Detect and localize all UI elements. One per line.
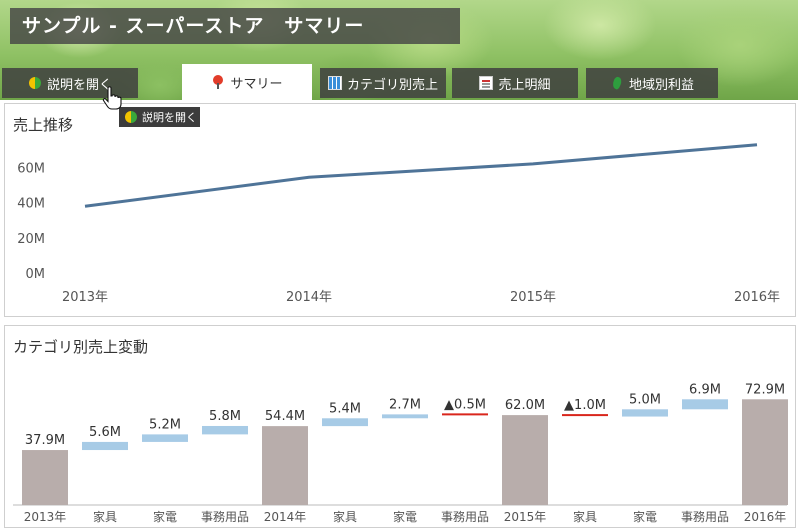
increase-bar <box>322 418 368 427</box>
total-bar <box>262 426 308 505</box>
dashboard-title: サンプル - スーパーストア サマリー <box>10 8 460 44</box>
tab-regional-profit[interactable]: 地域別利益 <box>586 68 718 98</box>
data-label: 2.7M <box>389 397 421 412</box>
y-tick-label: 20M <box>17 232 45 247</box>
hand-pointer-icon <box>102 86 122 110</box>
tab-sales-detail[interactable]: 売上明細 <box>452 68 578 98</box>
data-label: 5.2M <box>149 417 181 432</box>
increase-bar <box>682 399 728 410</box>
tab-category-sales-label: カテゴリ別売上 <box>346 77 438 93</box>
tab-category-sales[interactable]: カテゴリ別売上 <box>320 68 446 98</box>
total-bar <box>22 450 68 505</box>
y-tick-label: 60M <box>17 161 45 176</box>
category-change-title: カテゴリ別売上変動 <box>13 338 149 356</box>
sales-trend-chart: 0M 20M 40M 60M 2013年 2014年 2015年 2016年 <box>17 143 780 305</box>
data-label: 62.0M <box>505 398 545 413</box>
sales-trend-title: 売上推移 <box>13 116 74 134</box>
increase-bar <box>142 434 188 442</box>
data-label: ▲0.5M <box>444 397 486 412</box>
total-bar <box>502 415 548 505</box>
category-label: 2013年 <box>24 510 67 524</box>
category-label: 2015年 <box>504 510 547 524</box>
sales-trend-line <box>84 143 758 208</box>
category-label: 事務用品 <box>441 510 489 524</box>
category-label: 家具 <box>333 509 357 524</box>
category-label: 家具 <box>93 509 117 524</box>
category-label: 家具 <box>573 509 597 524</box>
tab-summary-label: サマリー <box>230 76 283 92</box>
map-pin-icon <box>211 75 225 89</box>
data-label: 54.4M <box>265 409 305 424</box>
open-help-label: 説明を開く <box>46 77 112 93</box>
x-tick-label: 2013年 <box>62 290 108 305</box>
x-tick-label: 2015年 <box>510 290 556 305</box>
category-label: 事務用品 <box>681 510 729 524</box>
data-label: 5.0M <box>629 392 661 407</box>
grid-icon <box>327 76 342 90</box>
data-label: 5.6M <box>89 425 121 440</box>
beginner-leaf-icon <box>124 110 138 124</box>
data-label: 37.9M <box>25 433 65 448</box>
document-icon <box>479 76 494 90</box>
increase-bar <box>622 409 668 417</box>
increase-bar <box>202 425 248 435</box>
increase-bar <box>82 441 128 451</box>
data-label: 6.9M <box>689 382 721 397</box>
category-label: 家電 <box>153 509 177 524</box>
tab-summary[interactable]: サマリー <box>182 64 312 100</box>
help-tooltip: 説明を開く <box>119 107 200 127</box>
tooltip-text: 説明を開く <box>142 111 197 124</box>
data-label: ▲1.0M <box>564 398 606 413</box>
category-label: 事務用品 <box>201 510 249 524</box>
category-label: 家電 <box>393 509 417 524</box>
sales-trend-panel: 売上推移 0M 20M 40M 60M 2013年 2014年 2015年 2016年 <box>4 103 796 317</box>
tab-regional-profit-label: 地域別利益 <box>628 77 694 93</box>
data-label: 72.9M <box>745 382 785 397</box>
decrease-bar <box>562 414 608 417</box>
data-label: 5.4M <box>329 401 361 416</box>
increase-bar <box>382 414 428 419</box>
decrease-bar <box>442 413 488 416</box>
category-label: 2016年 <box>744 510 787 524</box>
category-label: 家電 <box>633 509 657 524</box>
category-label: 2014年 <box>264 510 307 524</box>
beginner-leaf-icon <box>28 76 42 90</box>
category-change-chart: 37.9M 2013年 5.6M 家具 5.2M 家電 5.8M 事務用品 54.4M 2014年… <box>13 382 788 524</box>
x-tick-label: 2016年 <box>734 290 780 305</box>
open-help-button[interactable]: 説明を開く <box>2 68 138 98</box>
total-bar <box>742 399 788 505</box>
data-label: 5.8M <box>209 409 241 424</box>
japan-map-icon <box>610 76 624 90</box>
y-tick-label: 40M <box>17 197 45 212</box>
x-tick-label: 2014年 <box>286 290 332 305</box>
category-change-panel: カテゴリ別売上変動 37.9M 2013年 5.6M 家具 5.2M 家電 5.8M 事務用品… <box>4 325 796 528</box>
tab-sales-detail-label: 売上明細 <box>498 77 551 93</box>
y-tick-label: 0M <box>26 267 46 282</box>
